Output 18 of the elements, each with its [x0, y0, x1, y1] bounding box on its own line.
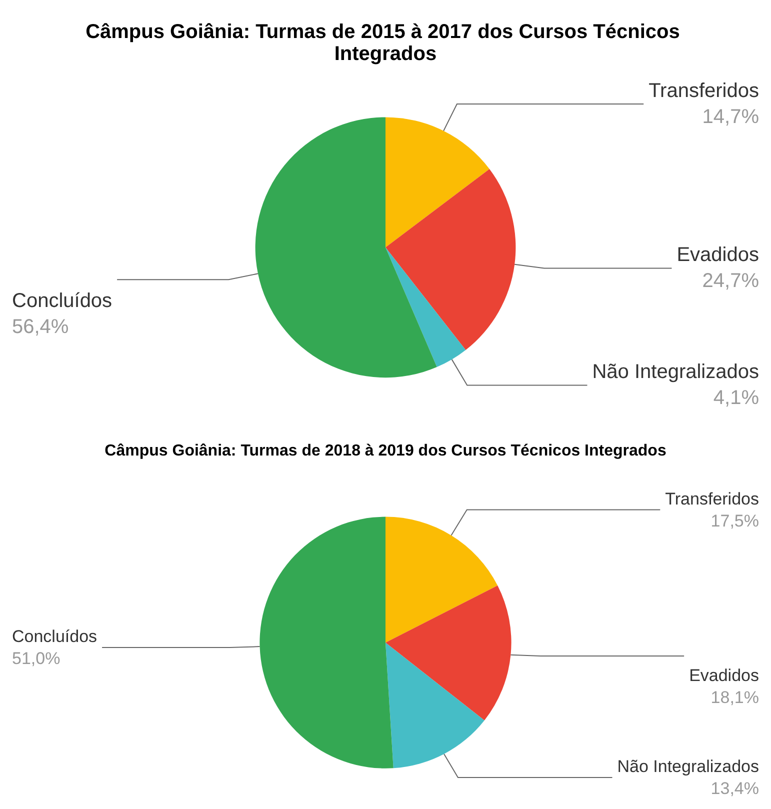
- chart-title: Câmpus Goiânia: Turmas de 2015 à 2017 dos Cursos Técnicos Integrados: [86, 21, 686, 65]
- data-label: 4,1%: [713, 387, 760, 410]
- data-label: 18,1%: [710, 688, 759, 707]
- slice-label: Transferidos: [648, 80, 759, 102]
- data-label: 14,7%: [702, 106, 760, 128]
- slice-label: Concluídos: [12, 626, 98, 646]
- data-label: 17,5%: [710, 511, 759, 530]
- chart-title: Câmpus Goiânia: Turmas de 2018 à 2019 dos Cursos Técnicos Integrados: [104, 442, 666, 460]
- data-label: 51,0%: [12, 648, 60, 668]
- slice-label: Evadidos: [676, 244, 759, 266]
- slice-label: Evadidos: [689, 666, 759, 685]
- slice-label: Não Integralizados: [617, 757, 759, 776]
- data-label: 24,7%: [702, 270, 760, 292]
- slice-label: Concluídos: [12, 290, 112, 312]
- slice-label: Não Integralizados: [592, 361, 759, 384]
- slice-label: Transferidos: [665, 489, 759, 508]
- data-label: 56,4%: [12, 316, 69, 338]
- data-label: 13,4%: [710, 779, 759, 798]
